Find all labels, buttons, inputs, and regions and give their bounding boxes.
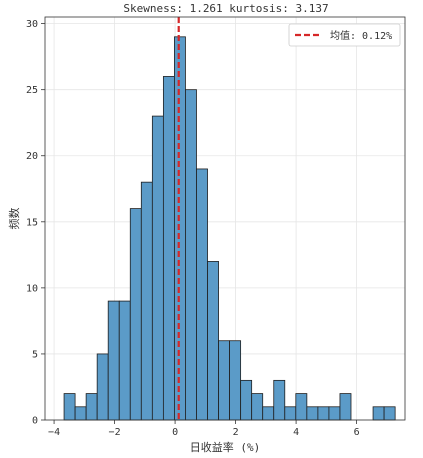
histogram-bar-17: [251, 393, 264, 421]
histogram-bar-16: [240, 379, 253, 421]
x-tick-label-4: 4: [293, 427, 299, 438]
histogram-bar-22: [306, 406, 319, 421]
y-tick-label-4: 20: [26, 151, 38, 162]
plot-frame: [44, 16, 406, 421]
y-tick-label-5: 25: [26, 85, 38, 96]
y-axis-label: 频数: [7, 208, 21, 230]
legend-mean-label: 均值: 0.12%: [330, 29, 392, 42]
histogram-bar-5: [118, 300, 131, 421]
histogram-bar-29: [383, 406, 396, 421]
y-tick-label-6: 30: [26, 19, 38, 30]
y-axis-ticks: 0 5 10 15 20 25 30: [26, 19, 45, 427]
histogram-bar-11: [185, 89, 197, 421]
histogram-bar-7: [140, 181, 153, 421]
x-tick-label-2: 0: [172, 427, 178, 438]
histogram-bar-0: [63, 393, 76, 421]
histogram-bar-13: [207, 261, 219, 421]
legend-box: [288, 23, 401, 47]
histogram-bar-23: [317, 406, 330, 421]
histogram-bar-24: [328, 406, 341, 421]
histogram-bar-20: [284, 406, 297, 421]
chart-title: Skewness: 1.261 kurtosis: 3.137: [123, 2, 328, 15]
histogram-bar-8: [151, 115, 164, 421]
histogram-bar-4: [107, 300, 120, 421]
y-tick-label-3: 15: [26, 217, 38, 228]
histogram-bar-19: [273, 379, 286, 421]
y-tick-label-0: 0: [32, 416, 38, 427]
histogram-bar-14: [218, 340, 230, 421]
histogram-bar-1: [74, 406, 87, 421]
y-tick-label-2: 10: [26, 283, 38, 294]
legend: 均值: 0.12%: [288, 23, 401, 47]
histogram-bar-2: [85, 393, 98, 421]
histogram-bar-9: [162, 76, 175, 421]
histogram-bar-21: [295, 393, 308, 421]
histogram-bar-18: [262, 406, 275, 421]
histogram-bar-12: [196, 168, 208, 421]
x-axis-label: 日收益率 (%): [190, 440, 261, 454]
histogram-bar-25: [339, 393, 352, 421]
x-tick-label-5: 6: [354, 427, 360, 438]
x-tick-label-1: −2: [109, 427, 121, 438]
histogram-bar-3: [96, 353, 109, 421]
x-tick-label-3: 2: [233, 427, 239, 438]
x-axis-ticks: −4 −2 0 2 4 6: [48, 420, 360, 438]
y-tick-label-1: 5: [32, 349, 38, 360]
histogram-bar-10: [174, 36, 186, 421]
histogram-bar-6: [129, 208, 142, 421]
histogram-bars: [63, 36, 396, 421]
histogram-bar-28: [372, 406, 385, 421]
histogram-bar-15: [229, 340, 242, 421]
x-tick-label-0: −4: [48, 427, 60, 438]
